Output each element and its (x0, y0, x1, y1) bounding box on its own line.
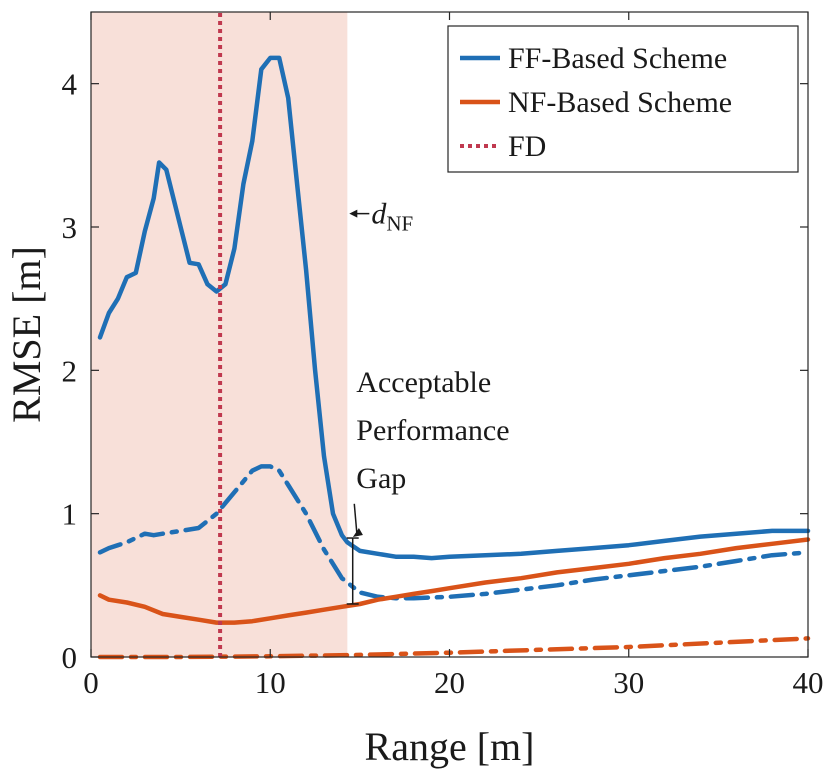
ticks-layer: 0 10 20 30 40 0 1 2 3 4 (62, 12, 824, 700)
x-tick-label: 0 (83, 665, 99, 700)
y-tick-label: 0 (62, 640, 78, 675)
y-tick-label: 4 (62, 67, 78, 102)
gap-annotation-line: Performance (356, 414, 509, 447)
y-tick-label: 1 (62, 497, 78, 532)
x-tick-label: 10 (255, 665, 286, 700)
x-tick-label: 40 (793, 665, 824, 700)
y-axis-label: RMSE [m] (4, 246, 49, 423)
gap-arrow-head (352, 528, 363, 538)
x-tick-label: 30 (613, 665, 644, 700)
legend-label: NF-Based Scheme (508, 86, 732, 119)
series-line-ff-based-scheme-dash-dot (97, 464, 811, 601)
series-line-ff-based-scheme (97, 55, 811, 561)
annotation-layer: dNF Acceptable Performance Gap (346, 198, 510, 605)
y-tick-label: 2 (62, 353, 78, 388)
gap-arrow-line (353, 503, 358, 535)
gap-annotation-line: Gap (356, 462, 406, 495)
x-axis-label: Range [m] (365, 724, 535, 769)
x-tick-label: 20 (434, 665, 465, 700)
dnf-subscript: NF (386, 212, 413, 236)
dnf-label: dNF (371, 198, 413, 236)
dnf-arrow-head (349, 209, 358, 218)
series-line-nf-based-scheme (97, 537, 811, 625)
legend: FF-Based Scheme NF-Based Scheme FD (447, 25, 799, 173)
gap-annotation-line: Acceptable (356, 366, 491, 399)
legend-label: FD (508, 130, 546, 163)
legend-label: FF-Based Scheme (508, 42, 727, 75)
legend-box (447, 25, 799, 173)
y-tick-label: 3 (62, 210, 78, 245)
